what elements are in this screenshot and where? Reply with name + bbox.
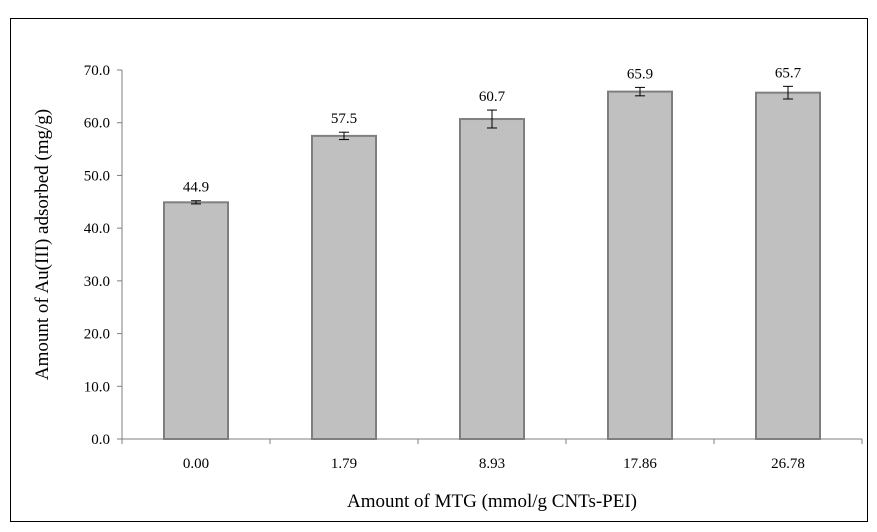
y-axis-title: Amount of Au(III) adsorbed (mg/g) <box>32 109 53 380</box>
y-tick-label: 40.0 <box>84 221 110 237</box>
error-bar <box>191 200 201 205</box>
data-label: 44.9 <box>183 180 209 196</box>
x-tick-label: 8.93 <box>479 456 505 472</box>
x-tick-label: 0.00 <box>183 456 209 472</box>
y-tick-label: 30.0 <box>84 274 110 290</box>
error-bar <box>339 131 349 141</box>
x-tick-label: 26.78 <box>771 456 805 472</box>
y-tick-label: 20.0 <box>84 327 110 343</box>
data-label: 65.7 <box>775 65 802 81</box>
error-bar <box>487 109 497 129</box>
axes: 0.0 10.0 20.0 30.0 40.0 50.0 60.0 70.0 <box>84 63 863 448</box>
y-tick-label: 10.0 <box>84 379 110 395</box>
data-label: 60.7 <box>479 89 506 105</box>
error-bar <box>783 85 793 100</box>
y-tick-label: 50.0 <box>84 168 110 184</box>
x-tick-label: 1.79 <box>331 456 357 472</box>
y-tick-label: 70.0 <box>84 63 110 79</box>
chart-frame <box>10 18 868 522</box>
bar <box>755 91 821 440</box>
y-tick-label: 0.0 <box>91 432 110 448</box>
data-label: 57.5 <box>331 111 357 127</box>
labels-group: 44.9 0.00 57.5 1.79 60.7 8.93 65.9 17.86 65.7 26.… <box>183 65 805 472</box>
bars-group <box>163 85 821 440</box>
data-label: 65.9 <box>627 66 653 82</box>
error-bar <box>635 86 645 97</box>
bar <box>163 201 229 440</box>
bar <box>311 134 377 440</box>
bar <box>459 118 525 440</box>
x-tick-label: 17.86 <box>623 456 657 472</box>
x-axis-title: Amount of MTG (mmol/g CNTs-PEI) <box>347 491 637 512</box>
bar <box>607 90 673 440</box>
y-tick-label: 60.0 <box>84 116 110 132</box>
